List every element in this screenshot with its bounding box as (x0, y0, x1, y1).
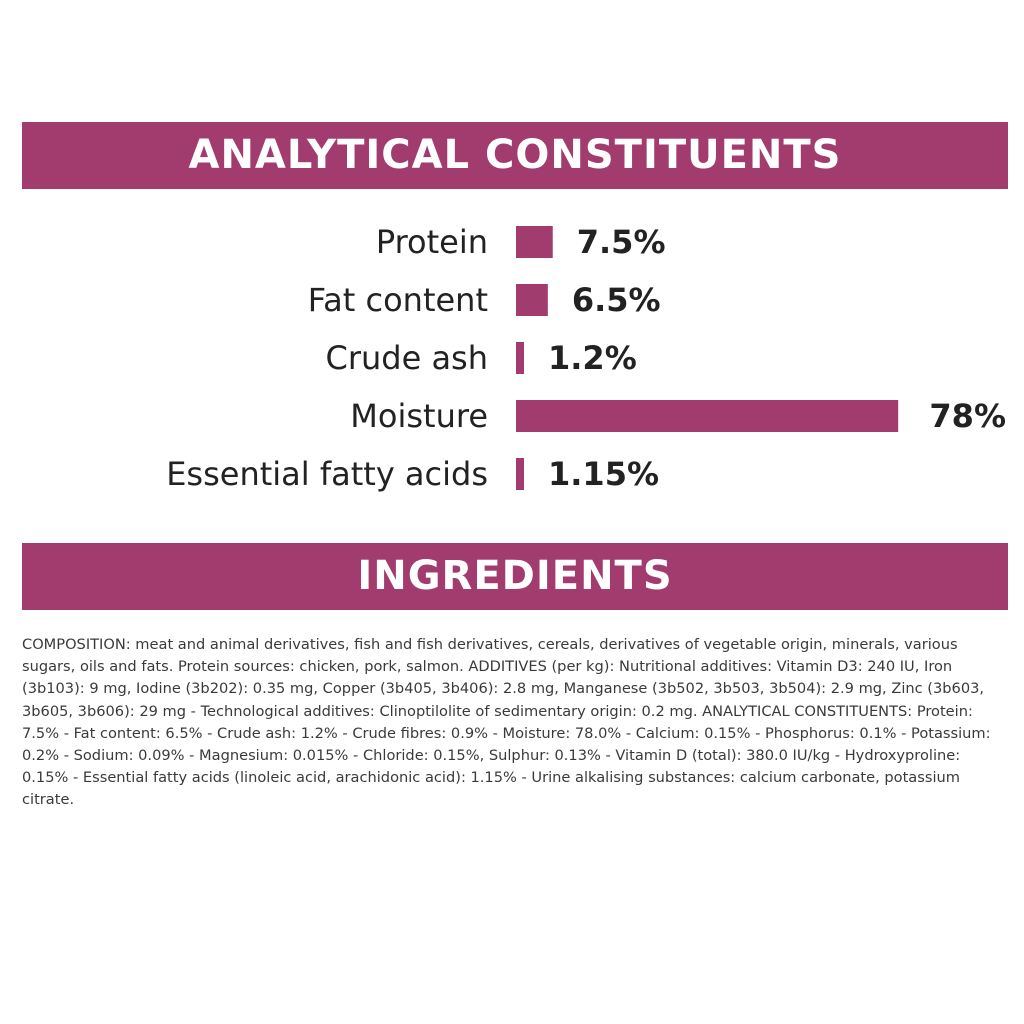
category-label: Moisture (350, 397, 488, 435)
value-label: 78% (929, 397, 1006, 435)
bar (516, 284, 548, 316)
analytical-constituents-chart: Protein 7.5% Fat content 6.5% Crude ash 1.2% M… (166, 223, 1006, 493)
value-label: 1.2% (548, 339, 637, 377)
category-label: Protein (376, 223, 488, 261)
ingredients-header: INGREDIENTS (22, 543, 1008, 610)
bar (516, 226, 553, 258)
bar (516, 458, 524, 490)
composition-text: COMPOSITION: meat and animal derivatives… (22, 636, 991, 809)
bar (516, 400, 899, 432)
category-label: Crude ash (325, 339, 488, 377)
bar (516, 342, 524, 374)
category-label: Essential fatty acids (166, 455, 488, 493)
value-label: 7.5% (577, 223, 666, 261)
analytical-constituents-header: ANALYTICAL CONSTITUENTS (22, 122, 1008, 189)
value-label: 1.15% (548, 455, 659, 493)
category-label: Fat content (308, 281, 488, 319)
value-label: 6.5% (572, 281, 661, 319)
